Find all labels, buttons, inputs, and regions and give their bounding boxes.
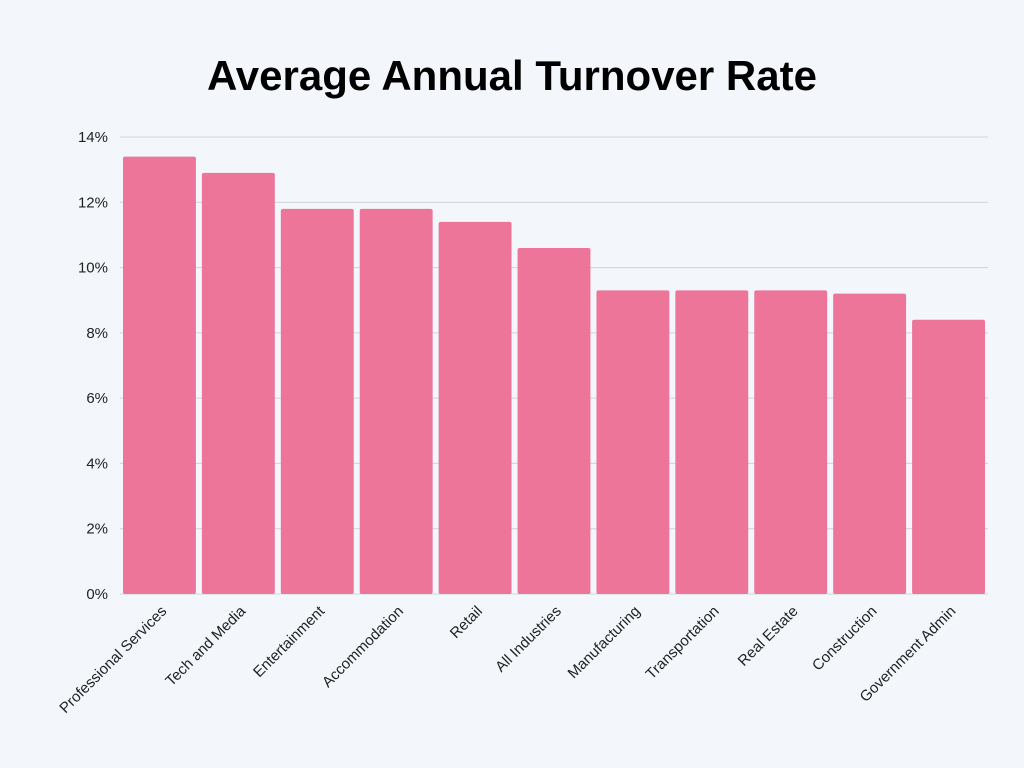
bar	[833, 293, 907, 594]
y-tick-label: 2%	[86, 521, 108, 538]
bar	[438, 221, 512, 594]
chart-title: Average Annual Turnover Rate	[207, 52, 817, 99]
y-tick-label: 8%	[86, 325, 108, 342]
y-tick-label: 4%	[86, 455, 108, 472]
bar	[201, 172, 275, 594]
bar	[359, 208, 433, 595]
bar	[123, 156, 196, 595]
y-tick-label: 14%	[78, 129, 108, 146]
y-tick-label: 6%	[86, 390, 108, 407]
bar	[912, 319, 985, 594]
bar	[675, 290, 749, 594]
bar	[754, 290, 828, 594]
y-tick-label: 0%	[86, 586, 108, 603]
y-tick-label: 12%	[78, 194, 108, 211]
bar	[280, 208, 354, 595]
bar	[596, 290, 670, 594]
y-tick-label: 10%	[78, 260, 108, 277]
bar	[517, 247, 591, 594]
